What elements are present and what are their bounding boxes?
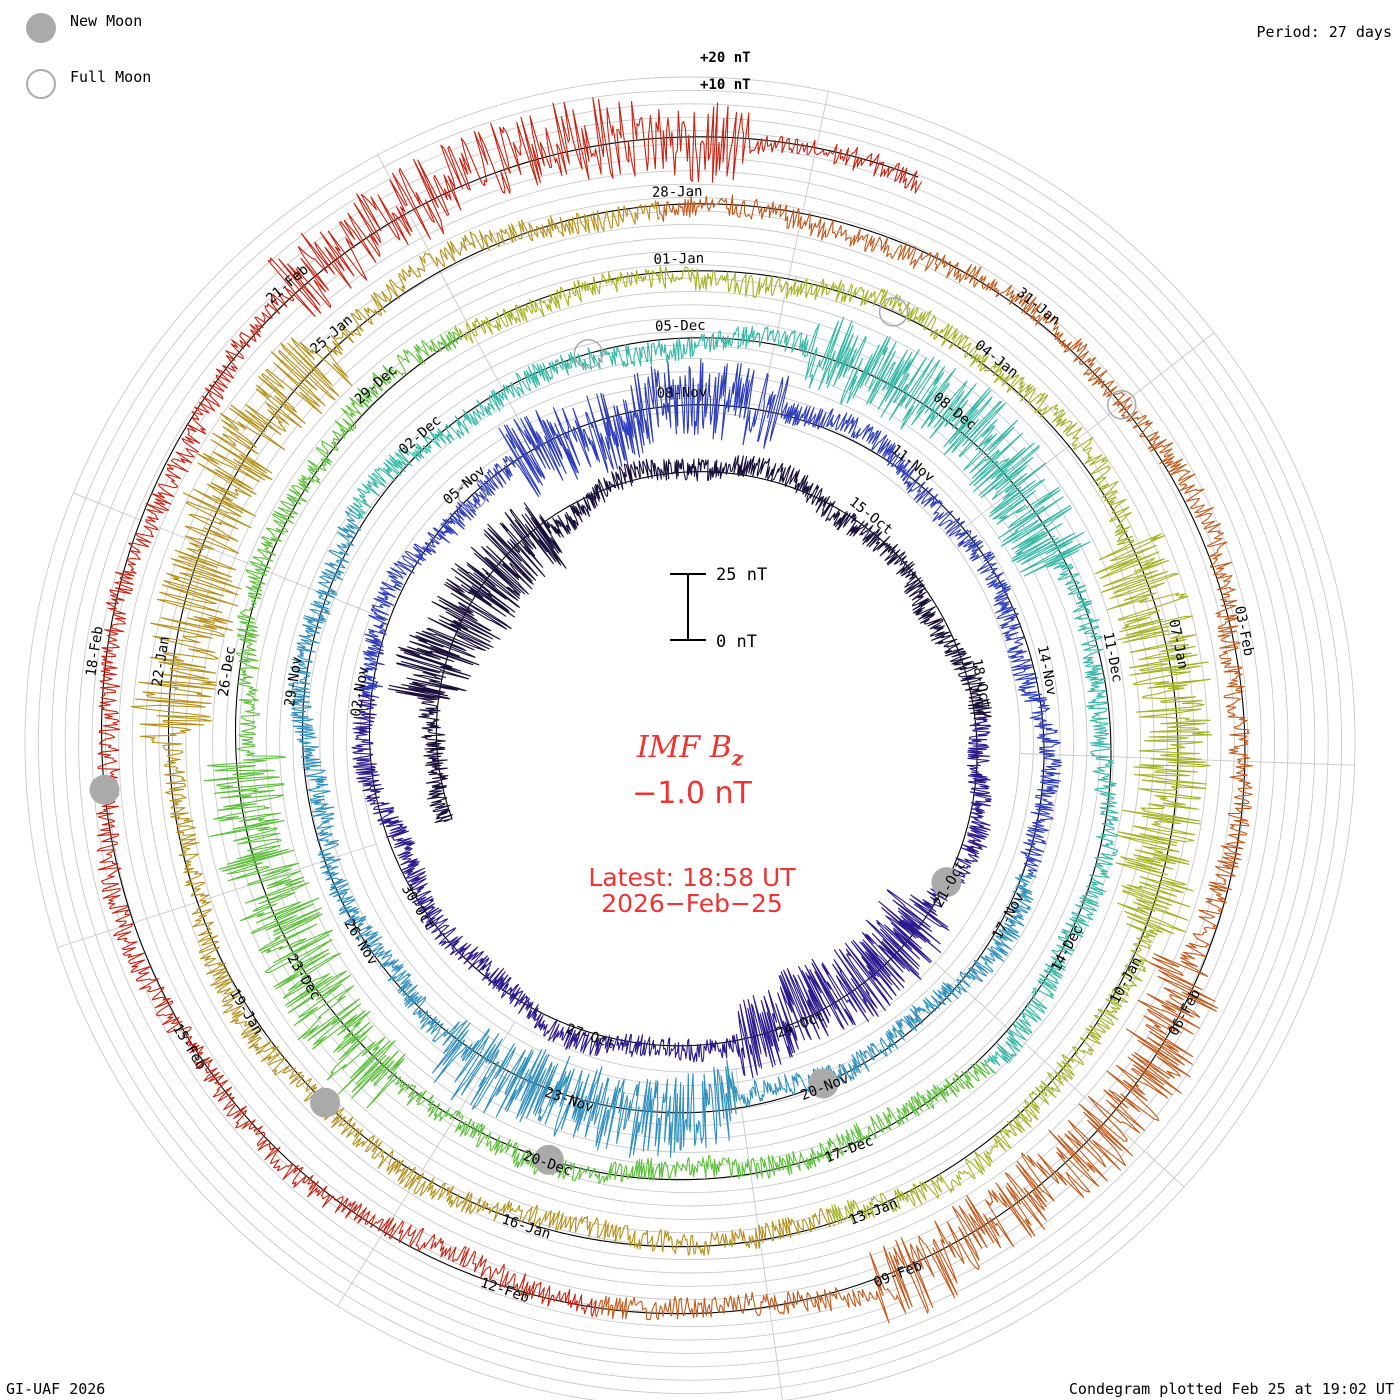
date-label: 26-Dec [216, 645, 239, 697]
date-label: 02-Nov [348, 665, 371, 717]
grid-ring [212, 264, 1168, 1220]
grid-ring [24, 76, 1356, 1400]
grid-spoke [949, 332, 1215, 540]
grid-ring [51, 103, 1329, 1381]
grid-ring [238, 290, 1142, 1194]
period-label: Period: 27 days [1256, 23, 1392, 41]
grid-ring [37, 89, 1343, 1395]
new-moon-marker [310, 1087, 341, 1118]
moon-marker-layer [89, 297, 1137, 1175]
grid-ring [131, 183, 1249, 1301]
bz-trace-segment [130, 200, 835, 1256]
date-label: 05-Dec [655, 318, 706, 335]
current-bz-value: −1.0 nT [632, 776, 752, 811]
full-moon-marker [878, 297, 909, 327]
bz-trace-layer [96, 97, 1254, 1324]
grid-ring [91, 143, 1289, 1341]
full-moon-icon [26, 69, 56, 99]
ring-scale-label-10: +10 nT [700, 77, 751, 93]
ring-scale-labels: +20 nT +10 nT [700, 50, 751, 93]
new-moon-label: New Moon [70, 12, 143, 30]
date-label: 28-Jan [652, 184, 703, 201]
new-moon-marker [533, 1144, 564, 1175]
grid-ring [265, 317, 1115, 1167]
scale-bar: 25 nT 0 nT [670, 565, 767, 652]
footer-credit: GI-UAF 2026 [6, 1380, 106, 1398]
legend-new-moon: New Moon [26, 12, 143, 43]
grid-ring [64, 116, 1316, 1368]
date-label: 17-Dec [823, 1133, 876, 1166]
bz-trace-segment [348, 316, 1119, 1074]
grid-ring [359, 411, 1021, 1073]
new-moon-marker [89, 774, 120, 805]
bz-trace-segment [203, 325, 997, 1184]
latest-time-label: Latest: 18:58 UT [588, 863, 796, 892]
grid-spoke [73, 492, 385, 619]
new-moon-marker [808, 1068, 839, 1099]
footer-plotted: Condegram plotted Feb 25 at 19:02 UT [1068, 1380, 1394, 1398]
grid-ring [78, 130, 1302, 1354]
scale-bar-bottom-label: 0 nT [716, 632, 757, 652]
center-title: IMF Bz [636, 730, 744, 770]
scale-bar-top-label: 25 nT [716, 565, 767, 585]
grid-ring [145, 197, 1235, 1287]
date-label: 01-Jan [653, 251, 704, 268]
full-moon-marker [1106, 390, 1137, 420]
grid-spoke [337, 1021, 516, 1307]
center-readout: IMF Bz −1.0 nT Latest: 18:58 UT 2026−Feb… [588, 730, 796, 918]
new-moon-marker [931, 867, 962, 898]
full-moon-marker [573, 338, 604, 369]
ring-scale-label-20: +20 nT [700, 50, 751, 66]
full-moon-label: Full Moon [70, 68, 152, 86]
grid-ring [225, 277, 1155, 1207]
legend-full-moon: Full Moon [26, 68, 152, 99]
grid-spoke [758, 91, 829, 420]
date-label: 18-Feb [83, 625, 106, 677]
new-moon-icon [26, 13, 56, 43]
date-label: 22-Jan [149, 635, 172, 687]
bz-trace-segment [453, 265, 1213, 1225]
bz-trace-segment [96, 97, 923, 1317]
bz-trace-segment [387, 455, 992, 824]
full-moon-marker [457, 479, 488, 510]
date-label: 08-Nov [656, 385, 707, 402]
bz-trace-segment [358, 358, 1063, 877]
bz-trace-segment [287, 506, 1037, 1159]
grid-ring [171, 223, 1209, 1261]
bz-trace-segment [593, 194, 1254, 1324]
grid-ring [346, 398, 1034, 1086]
latest-date-label: 2026−Feb−25 [601, 889, 783, 918]
date-label: 29-Nov [282, 655, 305, 707]
